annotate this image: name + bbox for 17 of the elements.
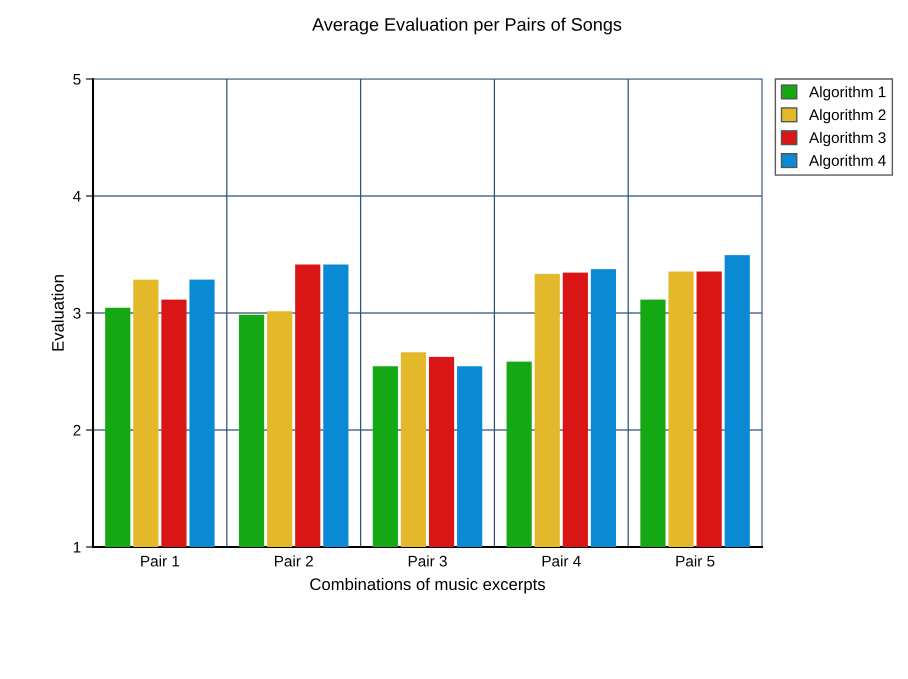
y-tick-label: 1 [74, 542, 80, 553]
y-tick-label: 4 [73, 191, 81, 202]
y-tick-label: 3 [73, 308, 81, 319]
x-tick-label: Pair 3 [408, 555, 447, 567]
legend-label: Algorithm 1 [809, 86, 886, 100]
y-tick-label: 2 [73, 424, 80, 436]
y-tick-label: 5 [73, 74, 81, 85]
x-axis-title: Combinations of music excerpts [310, 578, 546, 594]
legend-label: Algorithm 4 [809, 154, 886, 169]
legend-label: Algorithm 2 [809, 108, 886, 124]
x-tick-label: Pair 2 [275, 555, 313, 567]
x-tick-label: Pair 5 [676, 555, 714, 567]
chart-title: Average Evaluation per Pairs of Songs [312, 18, 622, 34]
y-axis-title: Evaluation [52, 275, 64, 351]
x-tick-label: Pair 1 [141, 555, 180, 567]
x-tick-label: Pair 4 [542, 555, 581, 567]
legend-label: Algorithm 3 [809, 132, 886, 146]
